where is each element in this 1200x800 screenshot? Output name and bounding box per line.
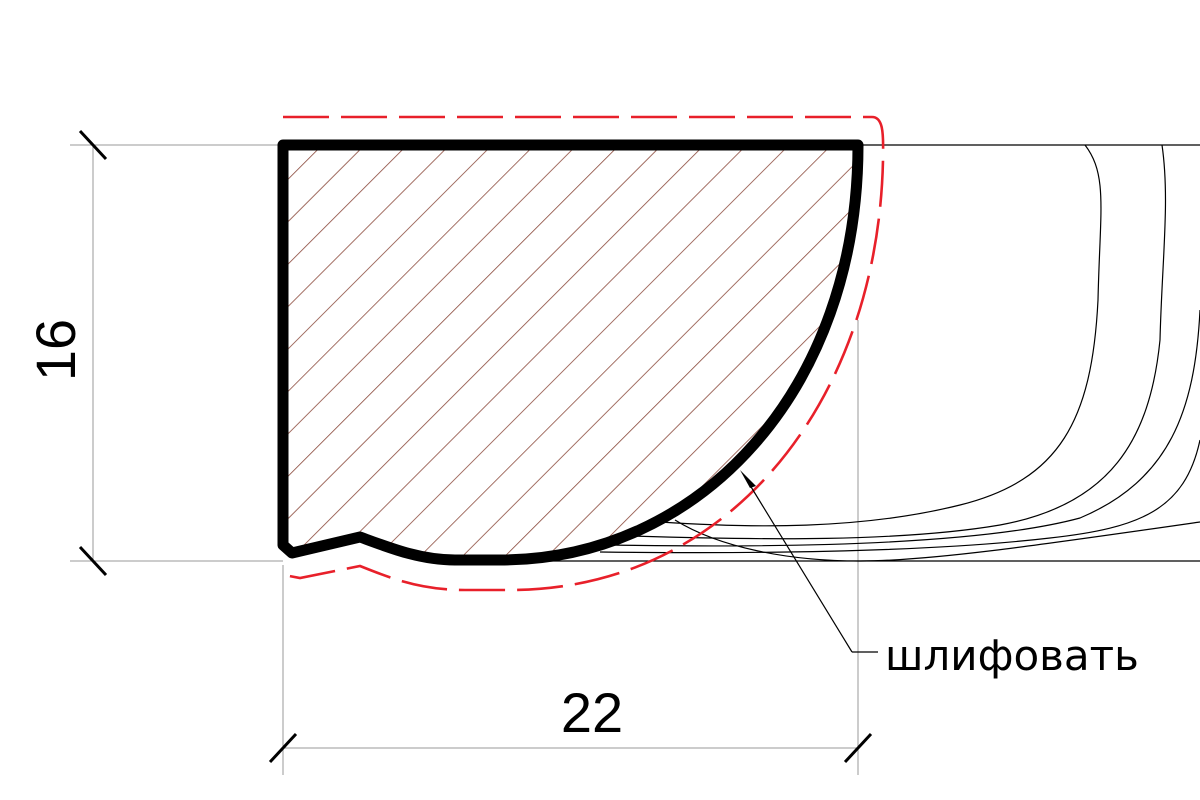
section-hatch	[283, 145, 858, 560]
dimension-tick-right	[843, 732, 873, 764]
sanding-label: шлифовать	[885, 631, 1139, 680]
profile-outline	[277, 139, 864, 566]
dimension-width: 22	[268, 681, 873, 764]
dimension-tick-bottom	[78, 545, 108, 577]
allowance-contour	[283, 115, 885, 592]
dimension-tick-left	[268, 732, 298, 764]
dimension-width-label: 22	[561, 681, 623, 744]
sanding-leader	[740, 470, 878, 653]
curve-3	[609, 309, 1200, 547]
leader-line	[744, 476, 853, 653]
dimension-tick-top	[78, 129, 108, 161]
curve-4	[599, 439, 1200, 554]
curve-5	[674, 519, 1200, 562]
adjacent-profile-lines	[500, 144, 1200, 562]
curve-2	[629, 144, 1167, 540]
leader-arrow-icon	[740, 470, 756, 488]
dimension-height: 16	[24, 129, 108, 577]
extension-lines	[70, 144, 859, 775]
curve-1	[659, 144, 1102, 527]
dimension-height-label: 16	[24, 319, 87, 381]
